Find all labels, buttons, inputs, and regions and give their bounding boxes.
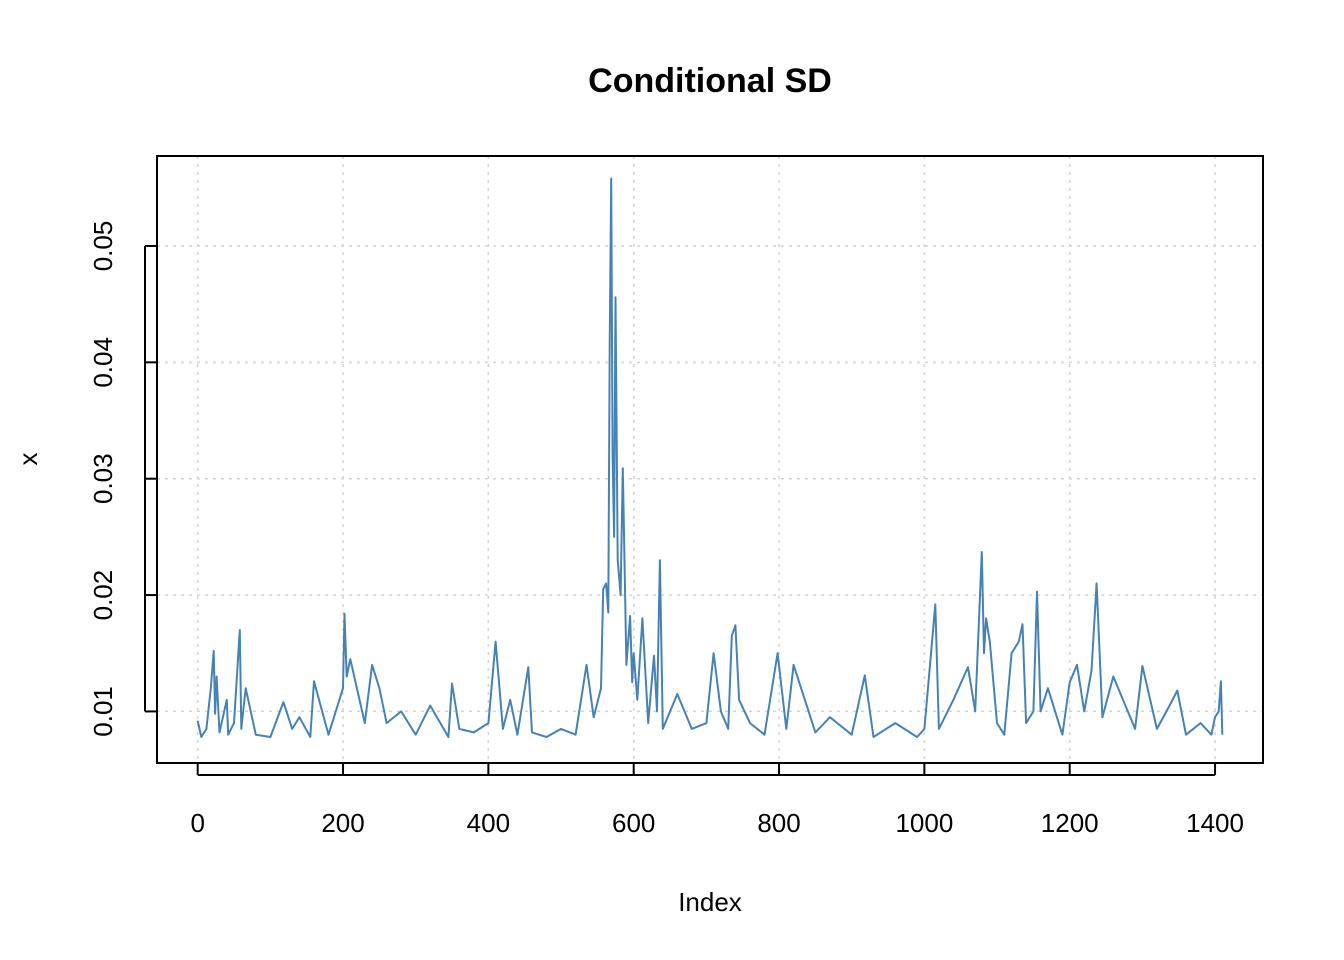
x-tick-label: 0 (190, 808, 204, 838)
chart-title: Conditional SD (588, 62, 832, 100)
x-tick-label: 400 (467, 808, 510, 838)
y-axis-label: x (13, 453, 43, 466)
x-tick-label: 1200 (1041, 808, 1099, 838)
y-tick-label: 0.02 (88, 570, 118, 621)
x-tick-label: 1400 (1186, 808, 1244, 838)
y-tick-label: 0.03 (88, 453, 118, 504)
plot-frame (156, 155, 1264, 764)
series-layer (196, 177, 1224, 738)
x-tick-label: 1000 (895, 808, 953, 838)
x-axis: 0 200 400 600 800 1000 1200 1400 (190, 763, 1244, 838)
y-tick-label: 0.04 (88, 337, 118, 388)
y-axis: 0.01 0.02 0.03 0.04 0.05 (88, 221, 157, 737)
x-axis-label: Index (678, 887, 742, 917)
series-line (196, 177, 1224, 738)
y-tick-label: 0.01 (88, 686, 118, 737)
x-tick-label: 800 (757, 808, 800, 838)
x-tick-label: 200 (321, 808, 364, 838)
grid (157, 156, 1263, 763)
x-tick-label: 600 (612, 808, 655, 838)
y-tick-label: 0.05 (88, 221, 118, 272)
